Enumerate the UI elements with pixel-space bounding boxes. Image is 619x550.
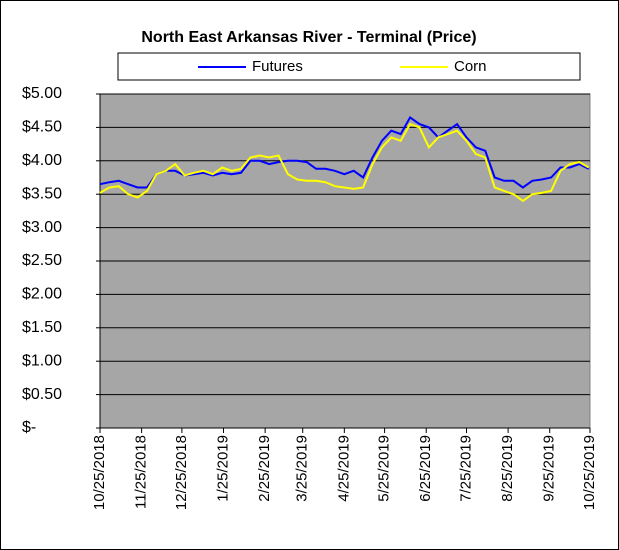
y-tick-label: $3.00 — [22, 219, 62, 236]
x-tick-label: 9/25/2019 — [541, 435, 558, 502]
y-tick-label: $0.50 — [22, 386, 62, 403]
series-line — [99, 122, 590, 203]
y-tick-label: $3.50 — [22, 185, 62, 202]
x-tick-label: 3/25/2019 — [294, 435, 311, 502]
y-tick-label: $5.00 — [22, 85, 62, 102]
x-tick-label: 1/25/2019 — [214, 435, 231, 502]
x-tick-label: 8/25/2019 — [499, 435, 516, 502]
series-line — [99, 115, 590, 189]
x-tick-label: 5/25/2019 — [376, 435, 393, 502]
x-tick-label: 6/25/2019 — [417, 435, 434, 502]
x-tick-label: 4/25/2019 — [335, 435, 352, 502]
legend-box — [117, 52, 581, 81]
y-tick-label: $1.00 — [22, 352, 62, 369]
y-tick-label: $2.00 — [22, 286, 62, 303]
x-tick-label: 12/25/2018 — [173, 435, 190, 510]
x-tick-label: 2/25/2019 — [256, 435, 273, 502]
y-tick-label: $4.50 — [22, 119, 62, 136]
y-tick-label: $2.50 — [22, 252, 62, 269]
x-tick-label: 10/25/2018 — [91, 435, 108, 510]
legend-label: Futures — [252, 58, 303, 75]
y-tick-label: $4.00 — [22, 152, 62, 169]
legend-label: Corn — [454, 58, 487, 75]
y-tick-label: $1.50 — [22, 319, 62, 336]
x-tick-label: 7/25/2019 — [457, 435, 474, 502]
y-tick-label: $- — [22, 419, 36, 436]
x-tick-label: 11/25/2018 — [133, 435, 150, 509]
x-tick-label: 10/25/2019 — [581, 435, 598, 510]
chart-title: North East Arkansas River - Terminal (Pr… — [141, 29, 476, 46]
